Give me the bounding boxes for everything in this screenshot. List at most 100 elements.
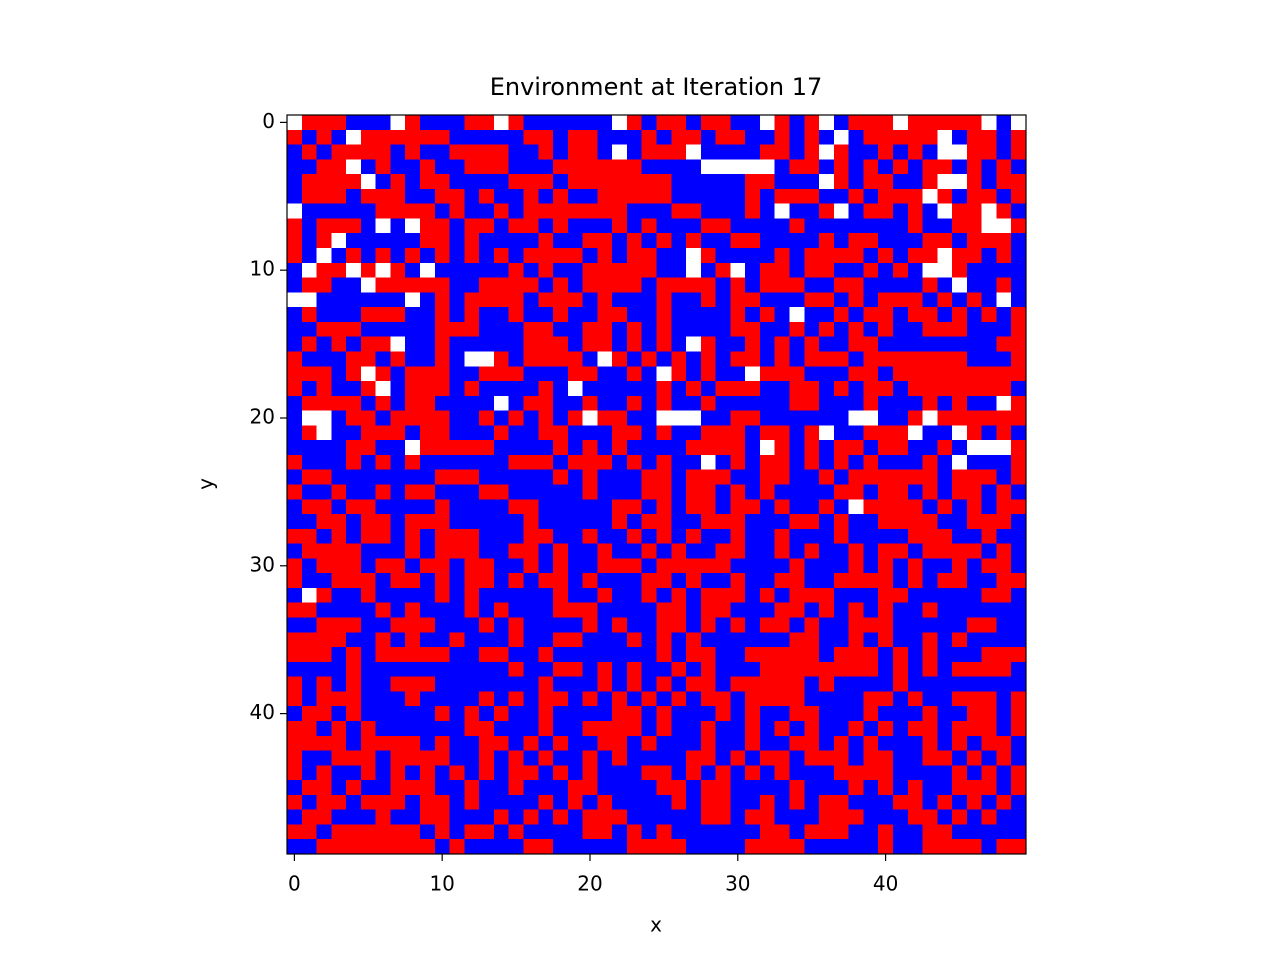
cell bbox=[479, 115, 495, 131]
cell bbox=[686, 676, 702, 692]
cell bbox=[952, 292, 968, 308]
cell bbox=[671, 440, 687, 456]
cell bbox=[434, 321, 450, 338]
cell bbox=[538, 647, 554, 663]
cell bbox=[597, 262, 613, 278]
cell bbox=[301, 115, 317, 131]
cell bbox=[789, 661, 805, 678]
cell bbox=[804, 440, 820, 456]
cell bbox=[848, 499, 864, 515]
cell bbox=[833, 484, 850, 500]
cell bbox=[715, 632, 731, 648]
cell bbox=[434, 780, 450, 796]
cell bbox=[804, 144, 820, 160]
cell bbox=[686, 188, 702, 205]
cell bbox=[375, 573, 391, 589]
cell bbox=[567, 735, 583, 751]
cell bbox=[301, 174, 317, 190]
cell bbox=[745, 676, 761, 692]
cell bbox=[700, 307, 717, 323]
cell bbox=[922, 750, 938, 766]
cell bbox=[287, 484, 303, 500]
cell bbox=[582, 115, 598, 131]
cell bbox=[301, 233, 317, 249]
cell bbox=[789, 735, 805, 751]
cell bbox=[523, 469, 539, 485]
cell bbox=[553, 395, 569, 411]
cell bbox=[863, 484, 879, 500]
cell bbox=[316, 203, 332, 219]
cell bbox=[907, 514, 923, 530]
cell bbox=[922, 573, 938, 589]
cell bbox=[582, 321, 598, 338]
cell bbox=[671, 617, 687, 633]
cell bbox=[331, 676, 347, 692]
cell bbox=[597, 735, 613, 751]
cell bbox=[508, 454, 524, 471]
cell bbox=[745, 514, 761, 530]
cell bbox=[671, 115, 687, 131]
cell bbox=[612, 780, 628, 796]
cell bbox=[1011, 174, 1027, 190]
cell bbox=[656, 248, 672, 264]
cell bbox=[863, 587, 879, 604]
cell bbox=[804, 203, 820, 219]
cell bbox=[434, 543, 450, 559]
cell bbox=[346, 203, 362, 219]
cell bbox=[981, 174, 997, 190]
cell bbox=[833, 809, 850, 825]
cell bbox=[730, 277, 746, 293]
cell bbox=[937, 410, 953, 426]
cell bbox=[730, 188, 746, 205]
cell bbox=[1011, 336, 1027, 352]
cell bbox=[538, 661, 554, 678]
cell bbox=[937, 720, 953, 737]
cell bbox=[331, 647, 347, 663]
cell bbox=[966, 824, 983, 840]
cell bbox=[434, 381, 450, 397]
cell bbox=[1011, 617, 1027, 633]
cell bbox=[626, 809, 643, 825]
cell bbox=[878, 425, 894, 441]
cell bbox=[966, 469, 983, 485]
cell bbox=[479, 218, 495, 234]
cell bbox=[937, 144, 953, 160]
cell bbox=[686, 558, 702, 574]
cell bbox=[996, 661, 1012, 678]
cell bbox=[656, 720, 672, 737]
cell bbox=[538, 115, 554, 131]
cell bbox=[538, 469, 554, 485]
cell bbox=[804, 248, 820, 264]
cell bbox=[626, 528, 643, 545]
cell bbox=[316, 720, 332, 737]
cell bbox=[641, 425, 657, 441]
cell bbox=[405, 720, 421, 737]
cell bbox=[863, 514, 879, 530]
cell bbox=[966, 144, 983, 160]
cell bbox=[464, 647, 480, 663]
cell bbox=[671, 528, 687, 545]
cell bbox=[833, 794, 850, 811]
cell bbox=[316, 440, 332, 456]
cell bbox=[745, 602, 761, 618]
cell bbox=[878, 691, 894, 707]
cell bbox=[863, 395, 879, 411]
cell bbox=[833, 203, 850, 219]
cell bbox=[656, 115, 672, 131]
cell bbox=[833, 159, 850, 175]
cell bbox=[641, 144, 657, 160]
cell bbox=[922, 425, 938, 441]
cell bbox=[907, 292, 923, 308]
cell bbox=[597, 765, 613, 781]
cell bbox=[966, 366, 983, 382]
cell bbox=[538, 203, 554, 219]
cell bbox=[952, 129, 968, 145]
cell bbox=[996, 174, 1012, 190]
cell bbox=[301, 203, 317, 219]
cell bbox=[582, 159, 598, 175]
cell bbox=[316, 676, 332, 692]
cell bbox=[493, 543, 510, 559]
cell bbox=[375, 218, 391, 234]
cell bbox=[626, 159, 643, 175]
cell bbox=[878, 292, 894, 308]
